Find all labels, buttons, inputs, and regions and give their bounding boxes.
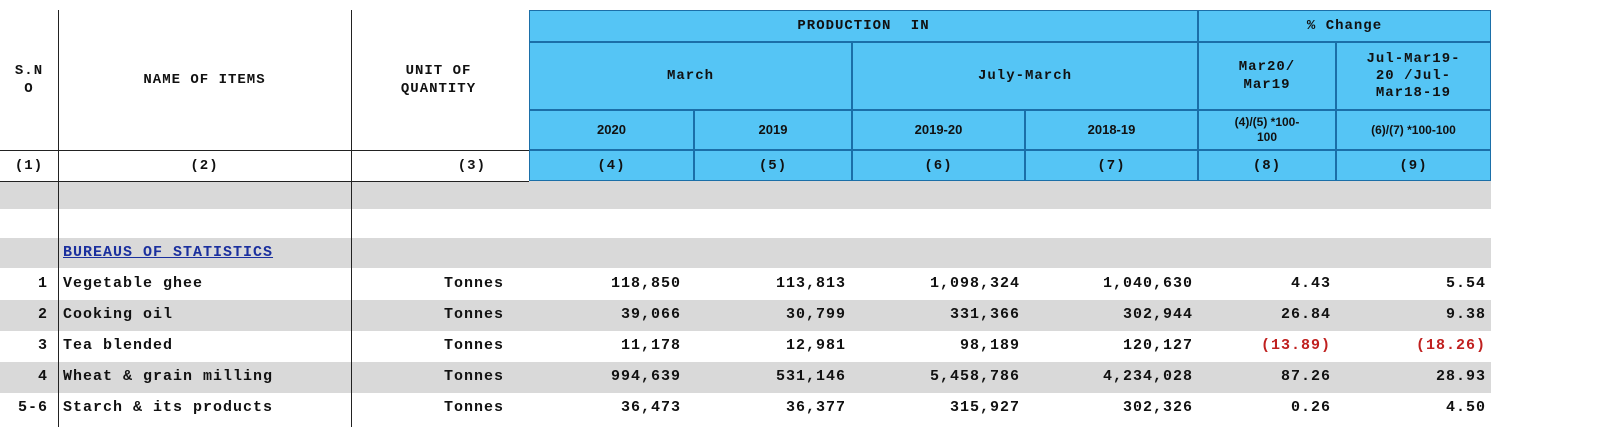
cell-mar-2020: 118,850 (610, 275, 681, 292)
header-year-2018-19: 2018-19 (1025, 110, 1198, 150)
cell-sno: 4 (37, 368, 48, 385)
cell-mar-2020: 39,066 (620, 306, 681, 323)
colnum-8: (8) (1198, 150, 1336, 181)
cell-name: Vegetable ghee (63, 275, 204, 292)
header-julmar: Jul-Mar19- 20 /Jul- Mar18-19 (1336, 42, 1491, 110)
header-formula-9: (6)/(7) *100-100 (1336, 110, 1491, 150)
blank-band (0, 181, 1491, 209)
cell-unit: Tonnes (443, 275, 504, 292)
cell-jm-2019-20: 315,927 (949, 399, 1020, 416)
cell-mar-2020: 36,473 (620, 399, 681, 416)
cell-chg-9: 9.38 (1445, 306, 1486, 323)
cell-chg-8: 4.43 (1290, 275, 1331, 292)
section-band (0, 238, 1491, 268)
header-year-2020: 2020 (529, 110, 694, 150)
header-year-2019-20: 2019-20 (852, 110, 1025, 150)
cell-jm-2018-19: 4,234,028 (1102, 368, 1193, 385)
header-pct-change: % Change (1198, 10, 1491, 42)
row-band-2 (0, 300, 1491, 331)
cell-chg-8: 87.26 (1280, 368, 1331, 385)
colnum-5: (5) (694, 150, 852, 181)
cell-chg-8: 0.26 (1290, 399, 1331, 416)
cell-sno: 1 (37, 275, 48, 292)
row-band-4 (0, 362, 1491, 393)
cell-mar-2019: 113,813 (775, 275, 846, 292)
colnum-9: (9) (1336, 150, 1491, 181)
cell-mar-2020: 11,178 (620, 337, 681, 354)
colnum-6: (6) (852, 150, 1025, 181)
cell-sno: 2 (37, 306, 48, 323)
cell-mar-2020: 994,639 (610, 368, 681, 385)
rule-colnum-bottom (0, 181, 529, 182)
colnum-1: (1) (14, 157, 44, 174)
header-march: March (529, 42, 852, 110)
header-sno: S.N O (14, 63, 44, 97)
header-july-march: July-March (852, 42, 1198, 110)
cell-jm-2018-19: 120,127 (1122, 337, 1193, 354)
cell-mar-2019: 531,146 (775, 368, 846, 385)
cell-mar-2019: 36,377 (785, 399, 846, 416)
cell-sno: 5-6 (17, 399, 48, 416)
header-formula-8: (4)/(5) *100- 100 (1198, 110, 1336, 150)
cell-jm-2019-20: 5,458,786 (929, 368, 1020, 385)
cell-chg-9: 28.93 (1435, 368, 1486, 385)
colnum-3: (3) (457, 157, 486, 174)
cell-unit: Tonnes (443, 337, 504, 354)
cell-unit: Tonnes (443, 306, 504, 323)
cell-name: Wheat & grain milling (63, 368, 274, 385)
cell-chg-9: 5.54 (1445, 275, 1486, 292)
cell-mar-2019: 30,799 (785, 306, 846, 323)
cell-jm-2019-20: 331,366 (949, 306, 1020, 323)
cell-jm-2019-20: 1,098,324 (929, 275, 1020, 292)
cell-sno: 3 (37, 337, 48, 354)
header-name-of-items: NAME OF ITEMS (143, 72, 266, 88)
cell-name: Cooking oil (63, 306, 174, 323)
colnum-2: (2) (190, 157, 219, 174)
cell-jm-2018-19: 302,944 (1122, 306, 1193, 323)
cell-unit: Tonnes (443, 368, 504, 385)
cell-chg-9: (18.26) (1415, 337, 1486, 354)
cell-jm-2018-19: 1,040,630 (1102, 275, 1193, 292)
header-mar20-mar19: Mar20/ Mar19 (1198, 42, 1336, 110)
rule-col-2 (351, 10, 352, 427)
colnum-4: (4) (529, 150, 694, 181)
cell-jm-2019-20: 98,189 (959, 337, 1020, 354)
header-production-in: PRODUCTION IN (529, 10, 1198, 42)
header-unit-of-quantity: UNIT OF QUANTITY (400, 63, 477, 97)
colnum-7: (7) (1025, 150, 1198, 181)
section-title[interactable]: BUREAUS OF STATISTICS (63, 244, 274, 261)
cell-chg-8: 26.84 (1280, 306, 1331, 323)
cell-name: Tea blended (63, 337, 174, 354)
rule-header-bottom (0, 150, 529, 151)
header-year-2019: 2019 (694, 110, 852, 150)
cell-name: Starch & its products (63, 399, 274, 416)
rule-col-1 (58, 10, 59, 427)
cell-chg-8: (13.89) (1260, 337, 1331, 354)
cell-mar-2019: 12,981 (785, 337, 846, 354)
cell-jm-2018-19: 302,326 (1122, 399, 1193, 416)
cell-chg-9: 4.50 (1445, 399, 1486, 416)
cell-unit: Tonnes (443, 399, 504, 416)
